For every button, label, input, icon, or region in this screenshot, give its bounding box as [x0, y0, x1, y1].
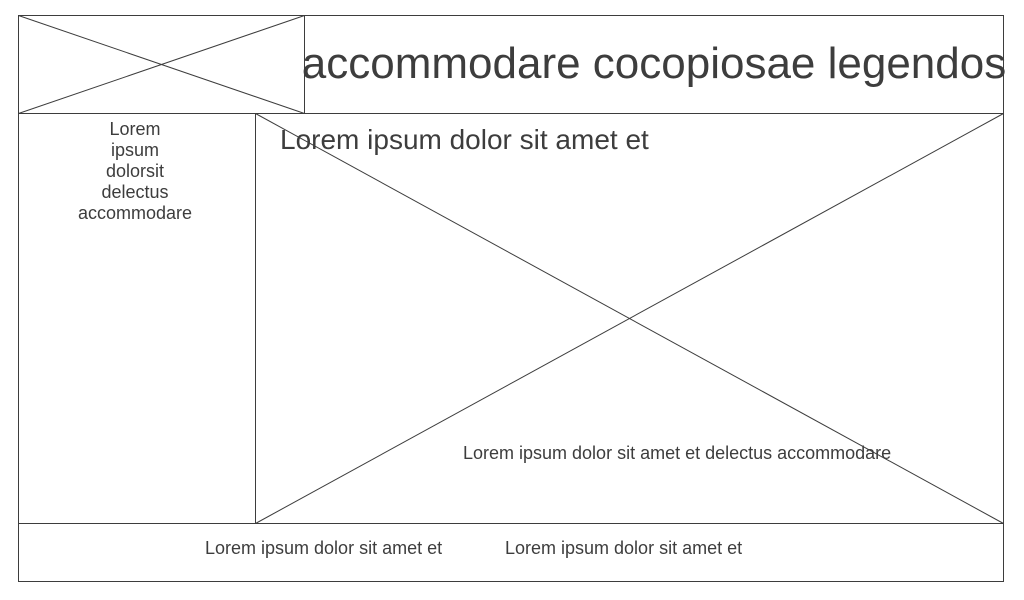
sidebar: Lorem ipsum dolorsit delectus accommodar…: [20, 119, 250, 224]
footer-link[interactable]: Lorem ipsum dolor sit amet et: [505, 538, 743, 558]
sidebar-item[interactable]: ipsum: [110, 140, 159, 160]
sidebar-item[interactable]: dolorsit: [105, 161, 165, 181]
footer-link[interactable]: Lorem ipsum dolor sit amet et: [205, 538, 443, 558]
page-outline: [18, 15, 1004, 582]
main-image-placeholder-icon: [255, 113, 1004, 524]
image-caption: Lorem ipsum dolor sit amet et delectus a…: [463, 443, 892, 463]
logo-placeholder-icon: [18, 15, 305, 114]
sidebar-item[interactable]: Lorem: [109, 119, 161, 139]
sidebar-item[interactable]: delectus: [101, 182, 169, 202]
page-title: accommodare cocopiosae legendos: [301, 39, 1007, 88]
main-heading: Lorem ipsum dolor sit amet et: [280, 124, 649, 155]
sidebar-item[interactable]: accommodare: [77, 203, 193, 223]
